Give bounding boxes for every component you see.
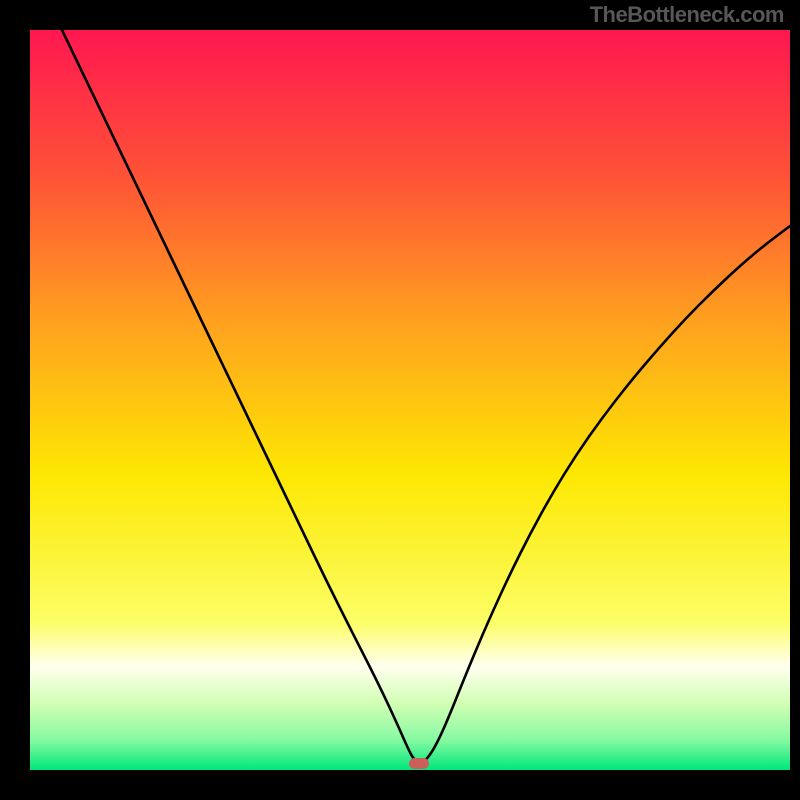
border-left [0, 0, 30, 800]
chart-frame: TheBottleneck.com [0, 0, 800, 800]
border-bottom [0, 770, 800, 800]
vertex-marker [409, 758, 429, 769]
plot-gradient-area [30, 30, 790, 770]
watermark-text: TheBottleneck.com [590, 2, 784, 28]
border-right [790, 0, 800, 800]
